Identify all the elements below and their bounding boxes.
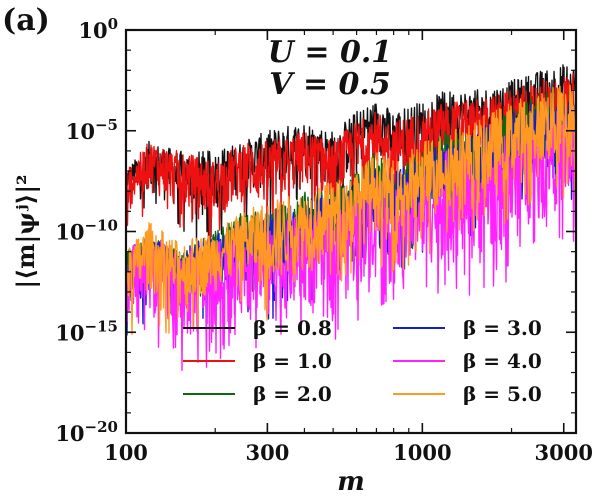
x-tick-label: 100 — [104, 440, 148, 465]
legend-label-6: β = 5.0 — [463, 382, 542, 406]
legend-label-2: β = 1.0 — [253, 349, 332, 373]
y-tick-label: 100 — [78, 15, 118, 43]
annotation-layer: U = 0.1V = 0.5 — [268, 35, 392, 102]
panel-label: (a) — [2, 3, 50, 38]
legend: β = 0.8 β = 1.0 β = 2.0 β = 3.0 β = 4.0 β = 5… — [183, 316, 542, 406]
x-tick-label: 3000 — [535, 440, 593, 465]
y-tick-label: 10−20 — [55, 418, 118, 446]
legend-label-3: β = 2.0 — [253, 382, 332, 406]
series-line-6 — [126, 84, 576, 335]
x-tick-label: 300 — [245, 440, 289, 465]
x-tick-label: 1000 — [393, 440, 451, 465]
annotation-1: U = 0.1 — [268, 35, 392, 70]
y-tick-label: 10−15 — [55, 317, 118, 345]
series-layer — [126, 64, 576, 372]
x-axis-title: m — [337, 467, 365, 497]
legend-label-5: β = 4.0 — [463, 349, 542, 373]
legend-label-4: β = 3.0 — [463, 316, 542, 340]
y-axis-title: |⟨m|ψʲ⟩|² — [11, 174, 40, 288]
legend-label-1: β = 0.8 — [253, 316, 332, 340]
axes: 100 300 1000 3000 100 10−5 10−10 10−15 10−20 m |⟨m… — [11, 15, 593, 497]
y-tick-label: 10−5 — [66, 116, 118, 144]
annotation-2: V = 0.5 — [269, 67, 391, 102]
y-tick-label: 10−10 — [55, 217, 118, 245]
